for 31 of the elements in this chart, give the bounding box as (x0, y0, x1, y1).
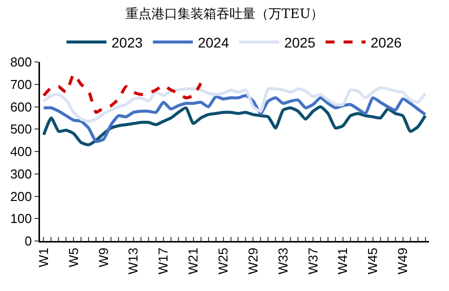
chart-title: 重点港口集装箱吞吐量（万TEU） (125, 6, 324, 22)
y-tick-label: 400 (10, 144, 32, 160)
line-series (42, 105, 427, 146)
x-tick-label: W13 (126, 248, 141, 274)
x-tick-label: W41 (335, 248, 350, 274)
line-series (42, 72, 202, 114)
y-tick-label: 500 (10, 122, 32, 137)
x-tick-label: W25 (216, 248, 231, 274)
x-tick-label: W33 (275, 248, 290, 274)
x-tick-label: W45 (365, 248, 380, 274)
y-tick-label: 0 (24, 234, 32, 249)
legend-label: 2023 (112, 34, 143, 50)
line-series (42, 94, 427, 143)
y-tick-label: 300 (10, 166, 32, 182)
x-tick-label: W37 (305, 248, 320, 274)
x-tick-label: W49 (395, 248, 410, 274)
x-tick-label: W1 (36, 248, 51, 268)
y-tick-label: 100 (10, 211, 32, 226)
x-tick-label: W5 (66, 248, 81, 268)
legend-label: 2026 (370, 34, 402, 50)
y-tick-label: 800 (10, 54, 32, 70)
x-tick-label: W29 (245, 248, 260, 274)
y-tick-label: 200 (10, 188, 32, 204)
legend-label: 2024 (198, 34, 230, 50)
x-tick-label: W9 (96, 248, 111, 268)
x-tick-label: W17 (156, 248, 171, 274)
line-series (42, 86, 427, 123)
legend-label: 2025 (284, 34, 316, 50)
x-tick-label: W21 (186, 248, 201, 274)
y-tick-label: 600 (10, 99, 32, 114)
y-tick-label: 700 (10, 76, 32, 92)
